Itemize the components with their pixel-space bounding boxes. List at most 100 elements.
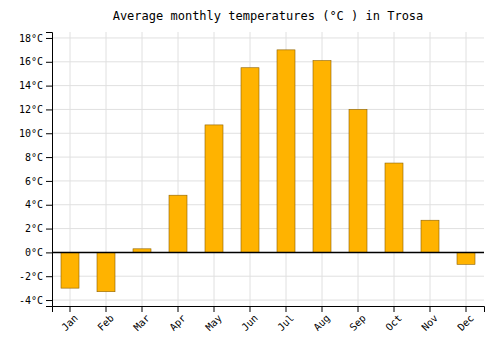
grid-line — [52, 133, 484, 134]
tick-label: 16°C — [19, 56, 43, 67]
bar — [457, 252, 475, 264]
tick-mark — [46, 252, 52, 253]
tick: 18°C — [19, 33, 52, 44]
tick-label: Feb — [95, 312, 116, 333]
tick: 12°C — [19, 104, 52, 115]
grid-line — [52, 37, 484, 38]
axis-line — [46, 33, 53, 307]
bar — [97, 252, 115, 291]
tick-label: -4°C — [19, 295, 43, 306]
tick-mark — [46, 300, 52, 301]
tick: 8°C — [25, 152, 52, 163]
grid-line — [178, 32, 179, 306]
tick-label: Nov — [419, 312, 440, 333]
tick-label: 4°C — [25, 199, 43, 210]
bar — [385, 163, 403, 252]
tick-mark — [142, 306, 143, 312]
bar — [241, 68, 259, 253]
plot: -4°C -2°C 0°C 2°C 4°C 6°C 8°C 10°C 12°C 14°C 16°C 1… — [19, 32, 485, 333]
tick-mark — [46, 38, 52, 39]
tick-label: Apr — [167, 312, 188, 333]
tick: 0°C — [25, 247, 52, 258]
tick-mark — [106, 306, 107, 312]
tick: Jul — [275, 306, 296, 333]
grid-line — [52, 228, 484, 229]
chart: -4°C -2°C 0°C 2°C 4°C 6°C 8°C 10°C 12°C 14°C 16°C 1… — [0, 0, 500, 350]
grid — [52, 32, 484, 306]
tick-label: Aug — [311, 312, 332, 333]
tick-label: 10°C — [19, 128, 43, 139]
grid-line — [466, 32, 467, 306]
tick: -2°C — [19, 271, 52, 282]
tick-label: Oct — [383, 312, 404, 333]
bar — [313, 61, 331, 253]
tick: Mar — [131, 306, 152, 333]
tick-label: 18°C — [19, 33, 43, 44]
bar — [277, 50, 295, 253]
tick: 2°C — [25, 223, 52, 234]
tick-mark — [178, 306, 179, 312]
tick-mark — [46, 86, 52, 87]
tick-label: Jul — [275, 312, 296, 333]
tick: Sep — [347, 306, 368, 333]
tick-mark — [322, 306, 323, 312]
tick-label: 6°C — [25, 176, 43, 187]
tick-mark — [214, 306, 215, 312]
tick-label: -2°C — [19, 271, 43, 282]
tick-mark — [46, 133, 52, 134]
tick-label: 8°C — [25, 152, 43, 163]
tick-mark — [46, 181, 52, 182]
grid-line — [52, 109, 484, 110]
tick: Jun — [239, 306, 260, 333]
tick: 16°C — [19, 56, 52, 67]
tick-label: Jan — [59, 312, 80, 333]
bar — [349, 109, 367, 252]
tick: Jan — [59, 306, 80, 333]
tick-label: May — [203, 312, 224, 333]
tick-label: Mar — [131, 312, 152, 333]
bar — [421, 220, 439, 252]
tick-mark — [394, 306, 395, 312]
tick-mark — [286, 306, 287, 312]
zero-line — [52, 252, 484, 254]
tick: Apr — [167, 306, 188, 333]
tick: 6°C — [25, 176, 52, 187]
tick-label: 12°C — [19, 104, 43, 115]
tick-mark — [250, 306, 251, 312]
tick: Nov — [419, 306, 440, 333]
tick-mark — [46, 276, 52, 277]
grid-line — [52, 157, 484, 158]
tick: 4°C — [25, 199, 52, 210]
tick-mark — [46, 62, 52, 63]
tick-label: Jun — [239, 312, 260, 333]
tick-label: 14°C — [19, 80, 43, 91]
tick-mark — [70, 306, 71, 312]
grid-line — [52, 276, 484, 277]
grid-line — [52, 204, 484, 205]
tick-label: 2°C — [25, 223, 43, 234]
bar — [169, 195, 187, 252]
tick: -4°C — [19, 295, 52, 306]
grid-line — [52, 61, 484, 62]
tick-label: Sep — [347, 312, 368, 333]
tick: 10°C — [19, 128, 52, 139]
bar — [61, 252, 79, 288]
tick-mark — [46, 205, 52, 206]
tick-mark — [46, 229, 52, 230]
bars — [61, 50, 475, 292]
grid-line — [142, 32, 143, 306]
tick: Dec — [455, 306, 476, 333]
axis-line — [53, 307, 485, 313]
tick-label: 0°C — [25, 247, 43, 258]
grid-line — [52, 252, 484, 253]
tick: Aug — [311, 306, 332, 333]
tick: Feb — [95, 306, 116, 333]
grid-line — [430, 32, 431, 306]
tick-mark — [358, 306, 359, 312]
tick-mark — [46, 157, 52, 158]
tick-mark — [466, 306, 467, 312]
tick-mark — [430, 306, 431, 312]
grid-line — [52, 180, 484, 181]
tick: Oct — [383, 306, 404, 333]
tick-label: Dec — [455, 312, 476, 333]
